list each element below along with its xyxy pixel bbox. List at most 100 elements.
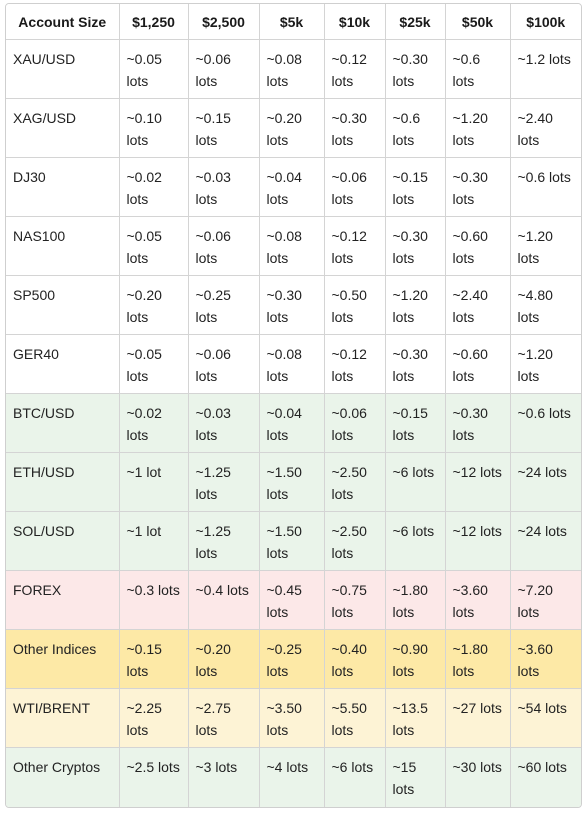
- lot-size-cell: ~24 lots: [509, 452, 581, 512]
- lot-size-value: ~1 lot: [126, 523, 162, 539]
- lot-size-value: ~0.50 lots: [331, 287, 367, 325]
- header-row: Account Size $1,250 $2,500 $5k $10k $25k…: [6, 4, 581, 40]
- lot-size-cell: ~1.20 lots: [509, 334, 581, 394]
- table-row: WTI/BRENT ~2.25 lots ~2.75 lots ~3.50 lots ~…: [6, 688, 581, 748]
- lot-size-cell: ~24 lots: [509, 511, 581, 571]
- lot-size-cell: ~6 lots: [323, 747, 386, 807]
- lot-size-cell: ~0.06 lots: [323, 393, 386, 453]
- lot-size-value: ~1.80 lots: [392, 582, 428, 620]
- lot-size-cell: ~0.45 lots: [258, 570, 325, 630]
- lot-size-cell: ~13.5 lots: [384, 688, 446, 748]
- row-label-cell: Other Cryptos: [6, 747, 120, 807]
- lot-size-value: ~0.08 lots: [266, 346, 302, 384]
- lot-size-cell: ~1.50 lots: [258, 511, 325, 571]
- lot-size-value: ~30 lots: [452, 759, 502, 775]
- lot-size-cell: ~2.40 lots: [444, 275, 511, 335]
- lot-size-value: ~3 lots: [195, 759, 238, 775]
- lot-size-value: ~2.5 lots: [126, 759, 180, 775]
- lot-size-value: ~0.05 lots: [126, 51, 162, 89]
- lot-size-value: ~0.75 lots: [331, 582, 367, 620]
- lot-size-value: ~0.60 lots: [452, 228, 488, 266]
- lot-size-cell: ~0.04 lots: [258, 157, 325, 217]
- table-row: XAU/USD ~0.05 lots ~0.06 lots ~0.08 lots ~0.…: [6, 39, 581, 99]
- lot-size-cell: ~0.30 lots: [444, 157, 511, 217]
- lot-size-value: ~6 lots: [331, 759, 374, 775]
- lot-size-value: ~2.50 lots: [331, 464, 367, 502]
- lot-size-value: ~0.02 lots: [126, 405, 162, 443]
- lot-size-cell: ~12 lots: [444, 452, 511, 512]
- lot-size-cell: ~3.60 lots: [444, 570, 511, 630]
- instrument-name: Other Cryptos: [13, 759, 101, 775]
- row-label-cell: Other Indices: [6, 629, 120, 689]
- lot-size-value: ~0.20 lots: [266, 110, 302, 148]
- row-label-cell: BTC/USD: [6, 393, 120, 453]
- lot-size-value: ~0.3 lots: [126, 582, 180, 598]
- instrument-name: SP500: [13, 287, 56, 303]
- lot-size-cell: ~2.25 lots: [118, 688, 189, 748]
- lot-size-cell: ~0.30 lots: [323, 98, 386, 158]
- lot-size-value: ~0.30 lots: [392, 228, 428, 266]
- lot-size-cell: ~0.90 lots: [384, 629, 446, 689]
- instrument-name: DJ30: [13, 169, 46, 185]
- lot-size-table: Account Size $1,250 $2,500 $5k $10k $25k…: [6, 4, 581, 807]
- row-label-cell: WTI/BRENT: [6, 688, 120, 748]
- lot-size-cell: ~3.60 lots: [509, 629, 581, 689]
- row-label-cell: SOL/USD: [6, 511, 120, 571]
- lot-size-cell: ~0.12 lots: [323, 334, 386, 394]
- lot-size-value: ~0.12 lots: [331, 51, 367, 89]
- lot-size-cell: ~0.6 lots: [444, 39, 511, 99]
- instrument-name: XAU/USD: [13, 51, 76, 67]
- row-label-cell: SP500: [6, 275, 120, 335]
- lot-size-value: ~1.20 lots: [517, 228, 553, 266]
- table-row: Other Cryptos ~2.5 lots ~3 lots ~4 lots ~6 l…: [6, 747, 581, 807]
- lot-size-cell: ~15 lots: [384, 747, 446, 807]
- lot-size-cell: ~0.6 lots: [509, 393, 581, 453]
- lot-size-cell: ~0.02 lots: [118, 393, 189, 453]
- table-row: SOL/USD ~1 lot ~1.25 lots ~1.50 lots ~2.50 l…: [6, 511, 581, 571]
- lot-size-cell: ~0.04 lots: [258, 393, 325, 453]
- lot-size-table-container: Account Size $1,250 $2,500 $5k $10k $25k…: [5, 3, 582, 808]
- lot-size-cell: ~3 lots: [187, 747, 260, 807]
- lot-size-value: ~2.40 lots: [517, 110, 553, 148]
- lot-size-value: ~0.4 lots: [195, 582, 249, 598]
- table-row: BTC/USD ~0.02 lots ~0.03 lots ~0.04 lots ~0.…: [6, 393, 581, 453]
- lot-size-value: ~0.15 lots: [195, 110, 231, 148]
- lot-size-cell: ~0.6 lots: [509, 157, 581, 217]
- instrument-name: BTC/USD: [13, 405, 75, 421]
- lot-size-value: ~0.40 lots: [331, 641, 367, 679]
- header-50k: $50k: [444, 4, 511, 40]
- lot-size-cell: ~0.30 lots: [384, 334, 446, 394]
- table-row: NAS100 ~0.05 lots ~0.06 lots ~0.08 lots ~0.1…: [6, 216, 581, 276]
- lot-size-value: ~3.50 lots: [266, 700, 302, 738]
- lot-size-value: ~24 lots: [517, 464, 567, 480]
- lot-size-value: ~54 lots: [517, 700, 567, 716]
- lot-size-cell: ~0.25 lots: [258, 629, 325, 689]
- lot-size-cell: ~0.30 lots: [444, 393, 511, 453]
- lot-size-value: ~0.05 lots: [126, 228, 162, 266]
- lot-size-cell: ~2.50 lots: [323, 452, 386, 512]
- lot-size-cell: ~3.50 lots: [258, 688, 325, 748]
- lot-size-value: ~4.80 lots: [517, 287, 553, 325]
- lot-size-value: ~0.03 lots: [195, 405, 231, 443]
- lot-size-value: ~0.6 lots: [517, 405, 571, 421]
- lot-size-value: ~1.80 lots: [452, 641, 488, 679]
- lot-size-value: ~0.60 lots: [452, 346, 488, 384]
- lot-size-cell: ~0.15 lots: [384, 157, 446, 217]
- lot-size-cell: ~0.15 lots: [187, 98, 260, 158]
- lot-size-value: ~0.04 lots: [266, 169, 302, 207]
- row-label-cell: GER40: [6, 334, 120, 394]
- header-100k: $100k: [509, 4, 581, 40]
- lot-size-cell: ~6 lots: [384, 452, 446, 512]
- lot-size-cell: ~0.06 lots: [187, 334, 260, 394]
- lot-size-cell: ~0.25 lots: [187, 275, 260, 335]
- lot-size-value: ~1.25 lots: [195, 523, 231, 561]
- lot-size-value: ~3.60 lots: [517, 641, 553, 679]
- lot-size-value: ~2.75 lots: [195, 700, 231, 738]
- table-row: ETH/USD ~1 lot ~1.25 lots ~1.50 lots ~2.50 l…: [6, 452, 581, 512]
- lot-size-value: ~5.50 lots: [331, 700, 367, 738]
- lot-size-value: ~2.25 lots: [126, 700, 162, 738]
- instrument-name: NAS100: [13, 228, 66, 244]
- lot-size-value: ~7.20 lots: [517, 582, 553, 620]
- lot-size-cell: ~1.25 lots: [187, 452, 260, 512]
- lot-size-value: ~0.06 lots: [331, 405, 367, 443]
